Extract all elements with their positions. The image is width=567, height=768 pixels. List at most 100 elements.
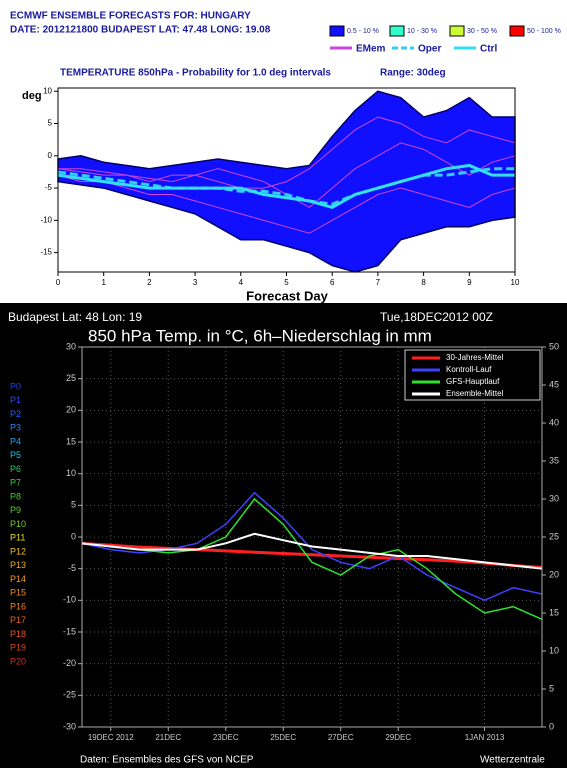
series-line — [81, 497, 543, 621]
series-line — [81, 532, 543, 570]
member-label: P13 — [10, 560, 26, 570]
member-label: P10 — [10, 519, 26, 529]
series-line — [81, 541, 543, 569]
legend-label: Oper — [418, 44, 441, 55]
y-tick-label: 0 — [48, 151, 53, 160]
y2-tick-label: 10 — [549, 645, 559, 655]
legend-label: GFS-Hauptlauf — [446, 377, 500, 386]
y2-tick-label: 25 — [549, 531, 559, 541]
member-label: P7 — [10, 478, 21, 488]
member-label: P20 — [10, 656, 26, 666]
legend-swatch — [509, 25, 525, 37]
member-label: P8 — [10, 491, 21, 501]
x-tick-label: 10 — [511, 278, 520, 287]
x-tick-label: 29DEC — [385, 733, 411, 742]
source: Daten: Ensembles des GFS von NCEP — [80, 755, 254, 766]
legend-swatch — [449, 25, 465, 37]
x-tick-label: 6 — [330, 278, 335, 287]
legend-label: 50 - 100 % — [527, 28, 561, 35]
x-tick-label: 7 — [376, 278, 381, 287]
y-tick-label: 0 — [71, 531, 76, 541]
y-tick-label: 30 — [66, 341, 76, 351]
y-tick-label: -5 — [68, 563, 76, 573]
member-label: P17 — [10, 615, 26, 625]
y-tick-label: 15 — [66, 436, 76, 446]
series-line — [57, 163, 515, 210]
x-tick-label: 0 — [56, 278, 61, 287]
member-label: P3 — [10, 423, 21, 433]
legend-label: 10 - 30 % — [407, 28, 437, 35]
member-label: P0 — [10, 381, 21, 391]
member-label: P6 — [10, 464, 21, 474]
member-label: P1 — [10, 395, 21, 405]
y-tick-label: -30 — [63, 721, 76, 731]
x-tick-label: 21DEC — [155, 733, 181, 742]
legend-label: Kontroll-Lauf — [446, 365, 492, 374]
y-tick-label: -5 — [45, 183, 53, 192]
x-axis-label: Forecast Day — [246, 288, 328, 303]
legend-swatch — [389, 25, 405, 37]
y-tick-label: -10 — [63, 595, 76, 605]
y-tick-label: -15 — [40, 248, 52, 257]
x-tick-label: 25DEC — [270, 733, 296, 742]
y-tick-label: -10 — [40, 215, 52, 224]
legend-label: Ctrl — [480, 44, 497, 55]
x-tick-label: 1JAN 2013 — [465, 733, 505, 742]
run-time: Tue,18DEC2012 00Z — [380, 310, 493, 324]
member-line — [58, 116, 516, 189]
series-line — [81, 491, 543, 602]
y-tick-label: 5 — [48, 119, 53, 128]
legend-swatch — [329, 25, 345, 37]
y2-tick-label: 0 — [549, 721, 554, 731]
range-label: Range: 30deg — [380, 68, 446, 79]
location: Budapest Lat: 48 Lon: 19 — [8, 310, 142, 324]
y-tick-label: -15 — [63, 626, 76, 636]
y-axis-label: deg — [22, 90, 42, 102]
subtitle: DATE: 2012121800 BUDAPEST LAT: 47.48 LON… — [10, 25, 271, 36]
legend-label: Ensemble-Mittel — [446, 389, 504, 398]
legend-label: EMem — [356, 44, 386, 55]
y-tick-label: -20 — [63, 658, 76, 668]
y-tick-label: 10 — [43, 86, 52, 95]
legend-label: 0.5 - 10 % — [347, 28, 379, 35]
series-line — [57, 167, 515, 206]
member-label: P14 — [10, 574, 26, 584]
y2-tick-label: 35 — [549, 455, 559, 465]
x-tick-label: 9 — [467, 278, 472, 287]
x-tick-label: 19DEC 2012 — [88, 733, 134, 742]
x-tick-label: 3 — [193, 278, 198, 287]
title: ECMWF ENSEMBLE FORECASTS FOR: HUNGARY — [10, 11, 251, 22]
y2-tick-label: 40 — [549, 417, 559, 427]
member-line — [57, 174, 516, 234]
y-tick-label: 20 — [66, 405, 76, 415]
member-label: P15 — [10, 588, 26, 598]
x-tick-label: 4 — [239, 278, 244, 287]
heading: TEMPERATURE 850hPa - Probability for 1.0… — [60, 68, 331, 79]
x-tick-label: 1 — [101, 278, 106, 287]
x-tick-label: 5 — [284, 278, 289, 287]
legend-label: 30 - 50 % — [467, 28, 497, 35]
x-tick-label: 8 — [421, 278, 426, 287]
member-label: P18 — [10, 629, 26, 639]
y2-tick-label: 30 — [549, 493, 559, 503]
y2-tick-label: 15 — [549, 607, 559, 617]
y2-tick-label: 20 — [549, 569, 559, 579]
member-label: P12 — [10, 546, 26, 556]
member-label: P2 — [10, 409, 21, 419]
member-label: P19 — [10, 643, 26, 653]
x-tick-label: 2 — [147, 278, 152, 287]
y2-tick-label: 45 — [549, 379, 559, 389]
y2-tick-label: 50 — [549, 341, 559, 351]
y-tick-label: 25 — [66, 373, 76, 383]
credit: Wetterzentrale — [480, 755, 545, 766]
x-tick-label: 23DEC — [213, 733, 239, 742]
member-label: P5 — [10, 450, 21, 460]
member-label: P9 — [10, 505, 21, 515]
member-label: P16 — [10, 601, 26, 611]
member-label: P11 — [10, 533, 25, 543]
member-label: P4 — [10, 436, 21, 446]
legend-label: 30-Jahres-Mittel — [446, 353, 504, 362]
y-tick-label: 5 — [71, 500, 76, 510]
y2-tick-label: 5 — [549, 683, 554, 693]
